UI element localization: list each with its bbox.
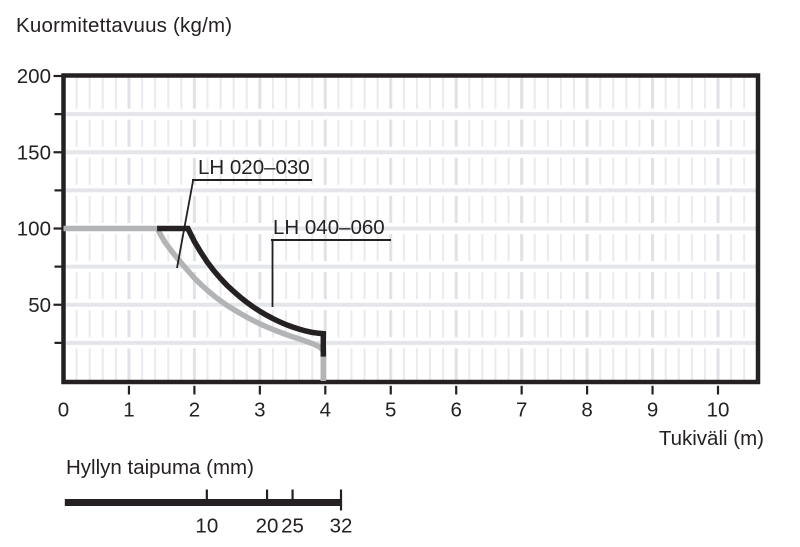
x-tick-label: 3 [254,399,265,422]
deflection-scale-label: Hyllyn taipuma (mm) [66,456,254,479]
deflection-tick-label: 25 [281,515,304,538]
leader-line [176,180,194,269]
deflection-scale: 10 20 25 32 [64,489,353,538]
deflection-tick-label: 10 [195,515,218,538]
x-tick-label: 5 [385,399,396,422]
series-curves [63,225,327,381]
x-tick-label: 6 [450,399,461,422]
x-tick-label: 7 [516,399,527,422]
deflection-tick-label: 20 [256,515,279,538]
x-tick-label: 0 [58,399,69,422]
y-tick-label: 200 [17,65,51,88]
x-axis-label: Tukiväli (m) [658,427,764,450]
y-axis: 200 150 100 50 [17,65,62,344]
curve-lh-040-060 [157,225,327,357]
series-label-lh-020-030: LH 020–030 [192,157,312,181]
deflection-tick-label: 32 [330,515,353,538]
x-axis: 0 1 2 3 4 5 6 7 8 9 10 [58,385,730,422]
y-tick-label: 150 [17,141,51,164]
x-tick-label: 2 [189,399,200,422]
x-tick-label: 4 [320,399,331,422]
deflection-bar [64,499,341,506]
plot-grid [66,77,756,381]
x-tick-label: 1 [123,399,134,422]
curve-lh-020-030 [63,225,327,381]
y-tick-label: 100 [17,218,51,241]
x-tick-label: 9 [647,399,658,422]
annotation-leaders [176,180,274,307]
x-tick-label: 8 [581,399,592,422]
x-tick-label: 10 [707,399,730,422]
series-label-lh-040-060: LH 040–060 [271,217,391,241]
y-tick-label: 50 [28,294,51,317]
chart-title: Kuormitettavuus (kg/m) [16,14,233,37]
